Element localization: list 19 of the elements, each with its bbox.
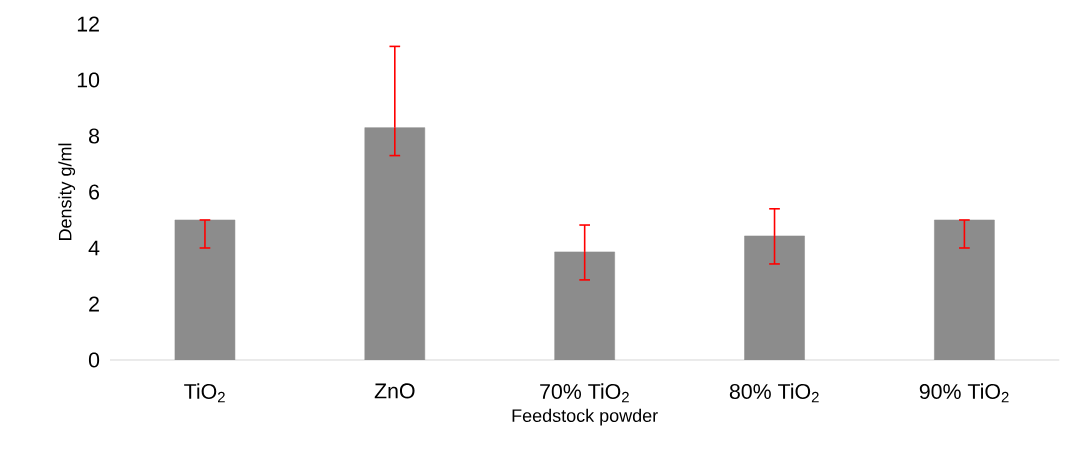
bar [174, 219, 236, 360]
x-tick-label: 90% TiO$_{2}$ [919, 383, 1009, 403]
y-tick-label: 4 [88, 240, 100, 256]
y-axis-title: Density g/ml [58, 143, 76, 241]
x-tick-label: 70% TiO$_{2}$ [540, 383, 629, 403]
y-tick-label: 10 [77, 72, 100, 88]
x-axis-title: Feedstock powder [512, 408, 658, 426]
bar [554, 251, 615, 360]
y-tick-label: 6 [89, 184, 100, 200]
y-tick-label: 2 [89, 296, 99, 312]
y-tick-label: 8 [89, 128, 100, 144]
bar [744, 235, 805, 360]
bar [364, 127, 426, 360]
y-tick-label: 0 [88, 352, 100, 368]
bar [934, 219, 995, 360]
y-tick-label: 12 [77, 16, 99, 32]
x-tick-label: TiO$_{2}$ [184, 383, 225, 403]
x-tick-label: ZnO [374, 383, 415, 399]
x-tick-label: 80% TiO$_{2}$ [729, 383, 819, 403]
